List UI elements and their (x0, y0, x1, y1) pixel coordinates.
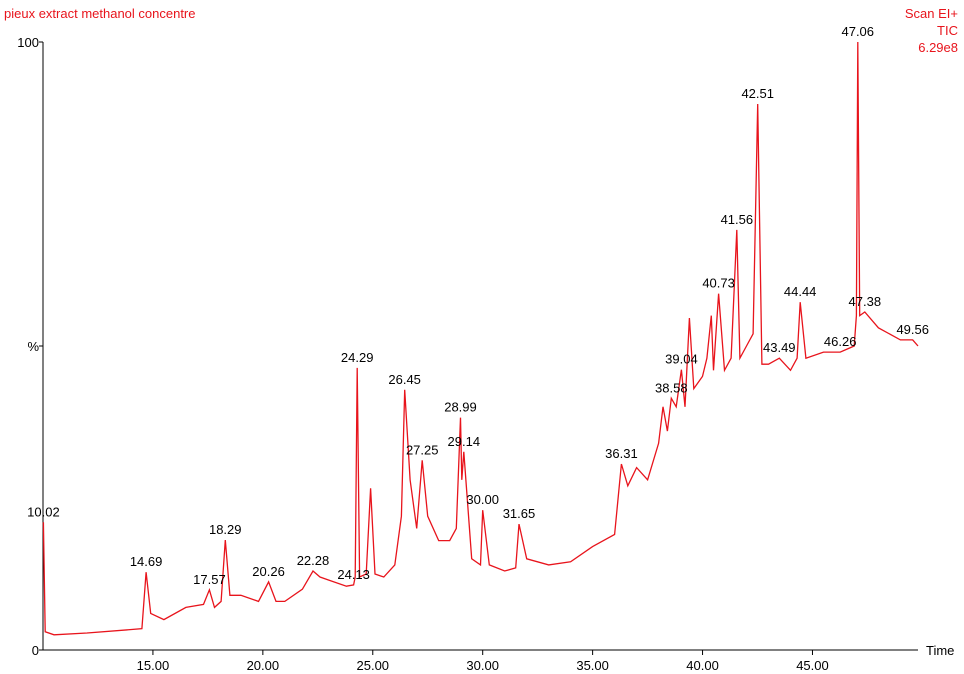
peak-label: 22.28 (297, 553, 330, 568)
chart-title: pieux extract methanol concentre (4, 6, 196, 21)
peak-label: 17.57 (193, 572, 226, 587)
peak-label: 29.14 (448, 434, 481, 449)
peak-label: 14.69 (130, 554, 163, 569)
peak-label: 49.56 (896, 322, 929, 337)
peak-label: 46.26 (824, 334, 857, 349)
peak-label: 41.56 (721, 212, 754, 227)
peak-label: 27.25 (406, 442, 439, 457)
x-tick-label: 15.00 (137, 658, 170, 673)
subtitle: Scan EI+ (905, 6, 958, 21)
peak-label: 39.04 (665, 352, 698, 367)
peak-label: 30.00 (466, 492, 499, 507)
x-tick-label: 30.00 (466, 658, 499, 673)
peak-label: 36.31 (605, 446, 638, 461)
peak-label: 24.13 (337, 567, 370, 582)
peak-label: 20.26 (252, 564, 285, 579)
x-tick-label: 35.00 (576, 658, 609, 673)
peak-label: 18.29 (209, 522, 242, 537)
peak-label: 31.65 (503, 506, 536, 521)
trace (42, 41, 919, 636)
y-tick-label: 100 (17, 35, 39, 50)
peak-label: 38.58 (655, 380, 688, 395)
x-axis-label: Time (926, 643, 954, 658)
x-tick-label: 40.00 (686, 658, 719, 673)
peak-label: 43.49 (763, 340, 796, 355)
peak-label: 10.02 (27, 504, 60, 519)
peak-label: 28.99 (444, 400, 477, 415)
y-tick-label: % (27, 339, 39, 354)
x-tick-label: 25.00 (357, 658, 390, 673)
subtitle: TIC (937, 23, 958, 38)
peak-label: 47.06 (841, 24, 874, 39)
peak-label: 42.51 (741, 86, 774, 101)
y-tick-label: 0 (32, 643, 39, 658)
peak-label: 24.29 (341, 350, 374, 365)
peak-label: 26.45 (388, 372, 421, 387)
x-tick-label: 20.00 (247, 658, 280, 673)
x-tick-label: 45.00 (796, 658, 829, 673)
peak-label: 47.38 (849, 294, 882, 309)
peak-label: 40.73 (702, 276, 735, 291)
subtitle: 6.29e8 (918, 40, 958, 55)
peak-label: 44.44 (784, 284, 817, 299)
